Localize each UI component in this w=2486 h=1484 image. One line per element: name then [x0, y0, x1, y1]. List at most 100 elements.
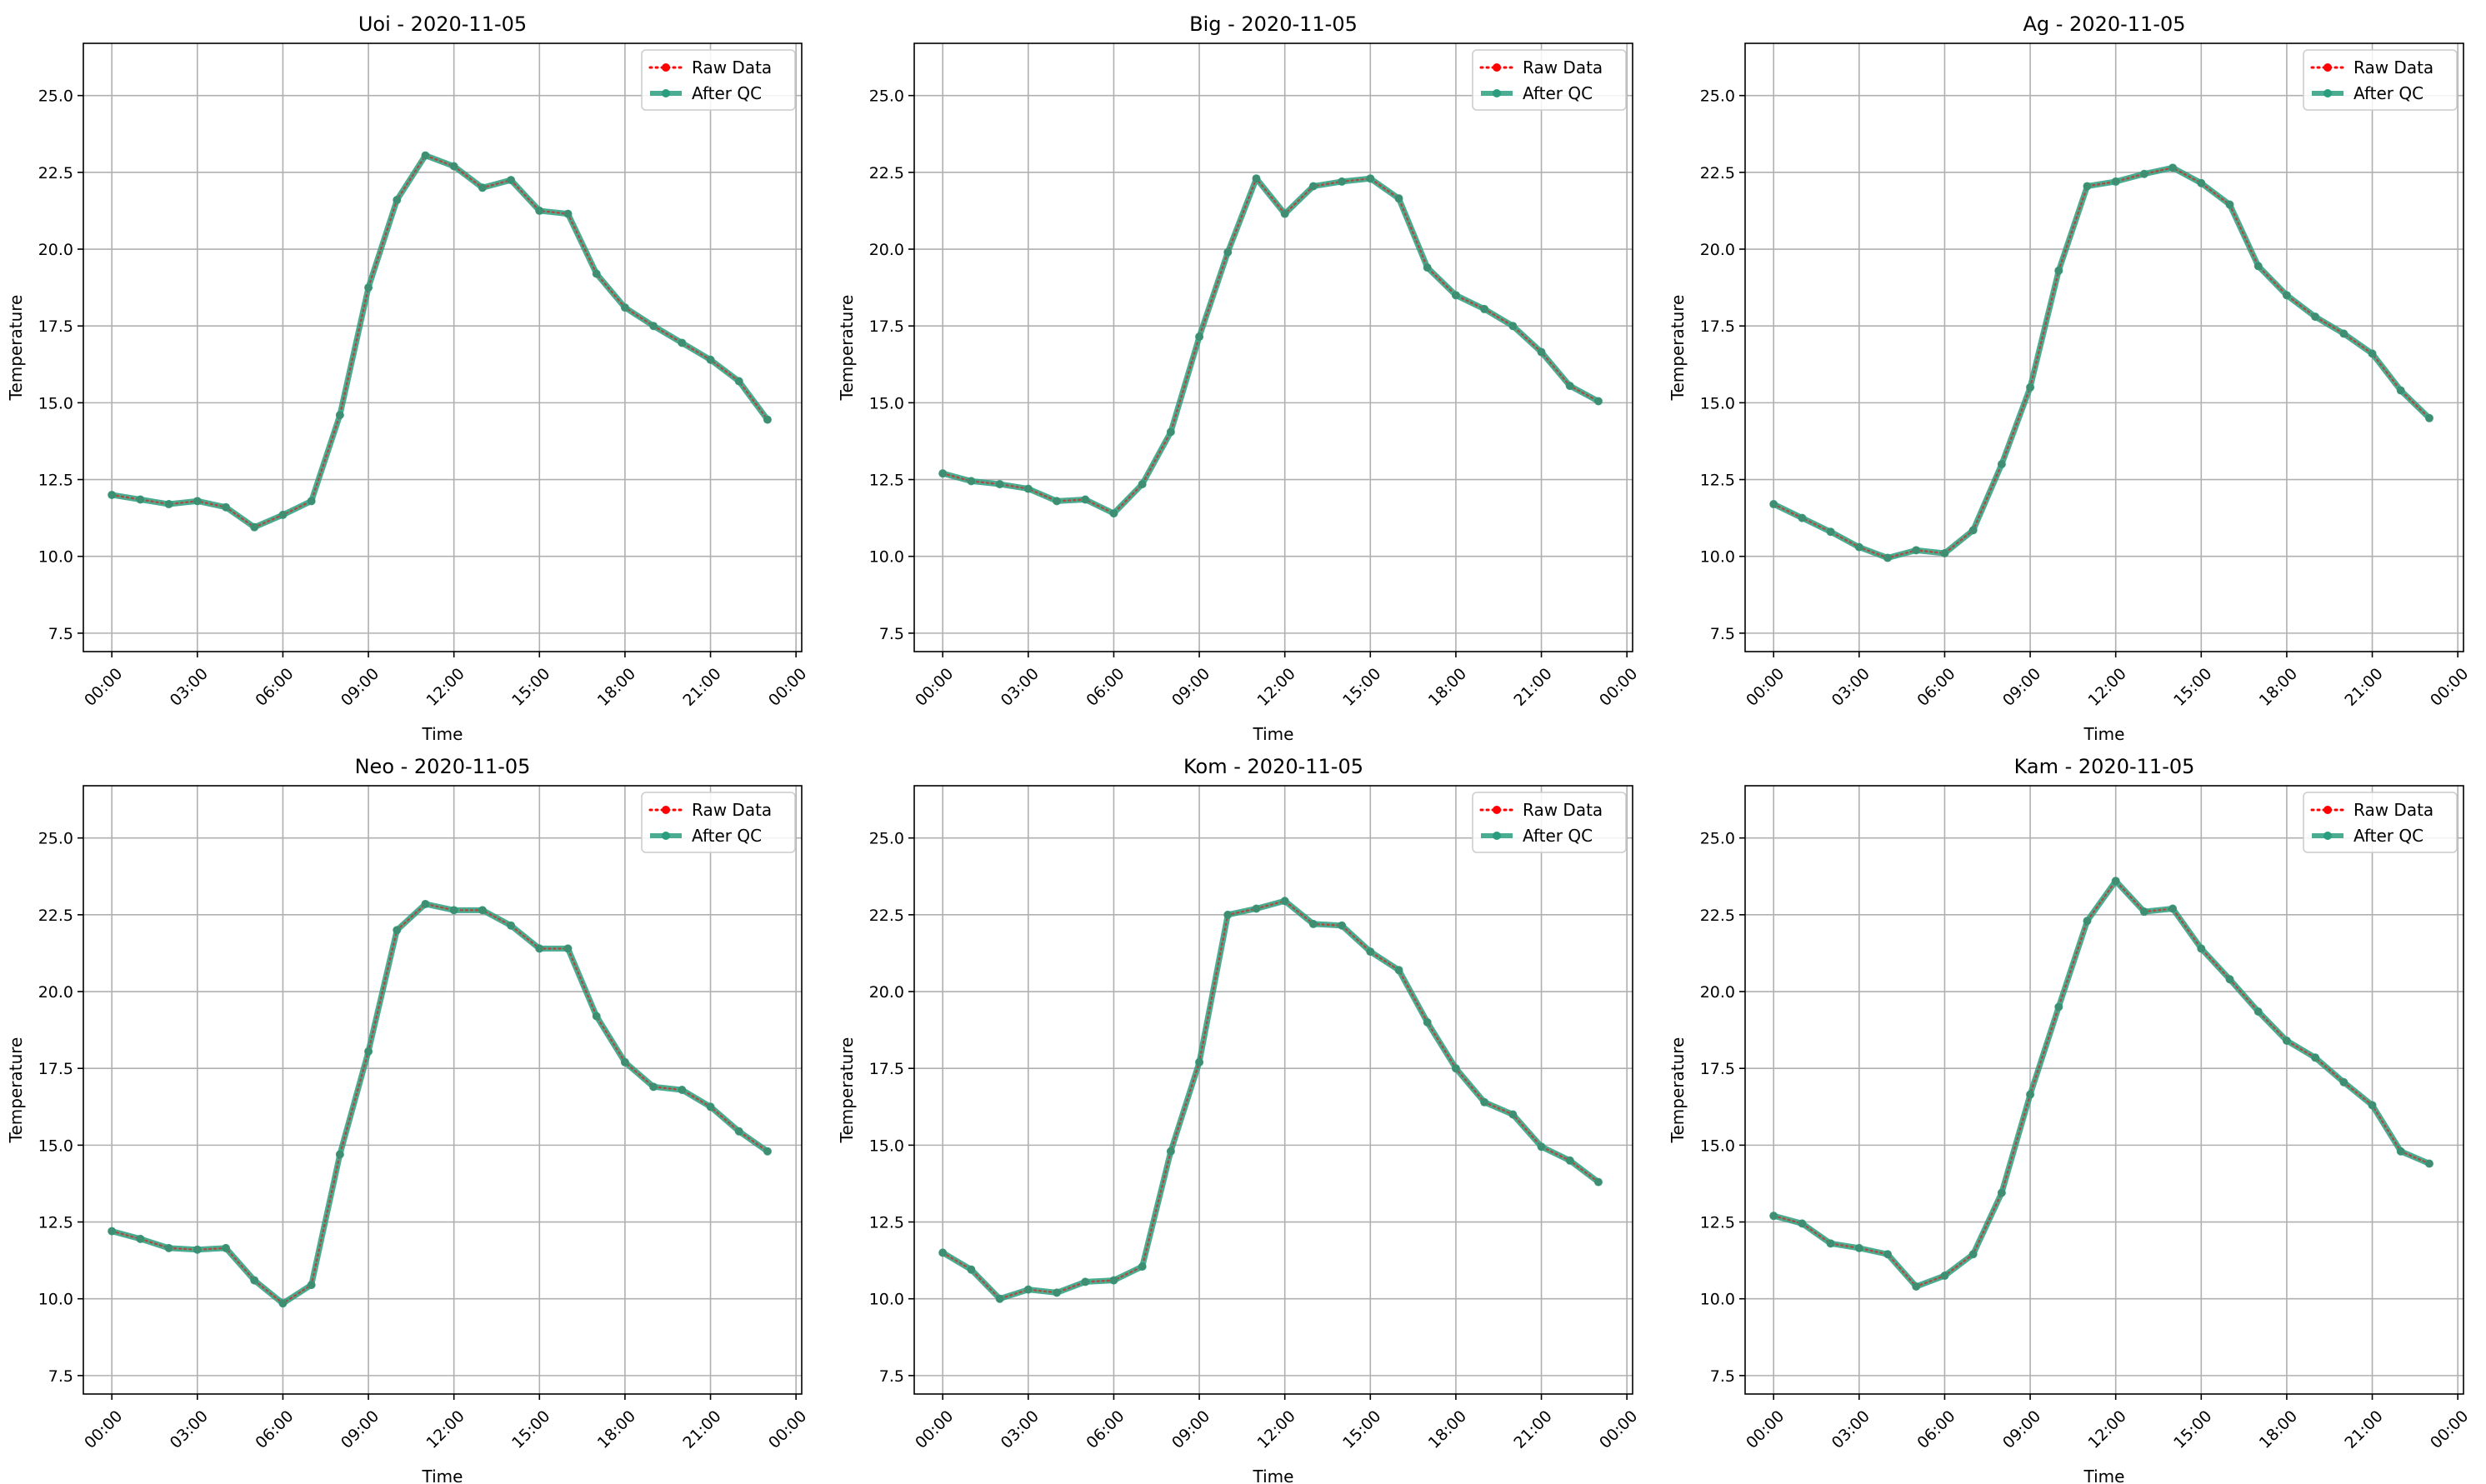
- legend-label-after-qc: After QC: [2353, 83, 2423, 103]
- x-tick-label: 15:00: [2170, 1407, 2215, 1452]
- chart-panel: 7.5 10.0 12.5 15.0 17.5 20.0 22.5 25.0 00:00 03:0…: [1668, 755, 2472, 1484]
- after-qc-point: [1195, 1057, 1204, 1067]
- after-qc-point: [1394, 966, 1403, 975]
- after-qc-point: [393, 196, 402, 205]
- plot-frame: [1744, 42, 2464, 652]
- after-qc-point: [2253, 262, 2263, 271]
- legend-marker-after-qc: [662, 832, 670, 840]
- y-tick-label: 12.5: [38, 472, 73, 490]
- x-tick-label: 00:00: [1596, 1407, 1641, 1452]
- y-tick-label: 17.5: [869, 1060, 904, 1078]
- legend-marker-after-qc: [2323, 89, 2332, 97]
- after-qc-point: [1508, 322, 1518, 331]
- after-qc-point: [535, 206, 544, 215]
- after-qc-point: [1338, 921, 1347, 930]
- x-tick-label: 00:00: [765, 665, 810, 710]
- after-qc-point: [938, 1248, 948, 1257]
- after-qc-point: [278, 1299, 288, 1308]
- x-axis-label: Time: [2083, 724, 2125, 744]
- after-qc-point: [2311, 312, 2320, 322]
- series-line-after-qc: [108, 152, 771, 531]
- x-tick-label: 09:00: [1168, 1407, 1213, 1452]
- x-tick-label: 15:00: [1339, 1407, 1384, 1452]
- x-tick-label: 00:00: [1743, 665, 1788, 710]
- after-qc-point: [995, 480, 1004, 489]
- y-tick-label: 20.0: [869, 241, 904, 259]
- after-qc-point: [2139, 169, 2148, 178]
- x-tick-label: 12:00: [423, 1407, 468, 1452]
- after-qc-point: [1423, 1017, 1432, 1027]
- after-qc-point: [1940, 549, 1949, 558]
- x-tick-label: 12:00: [2085, 1407, 2130, 1452]
- after-qc-point: [1252, 174, 1261, 183]
- after-qc-point: [1053, 497, 1062, 506]
- after-qc-point: [164, 1243, 173, 1252]
- after-qc-point: [2054, 1002, 2063, 1012]
- x-axis-label: Time: [1253, 724, 1294, 744]
- x-tick-label: 18:00: [1425, 665, 1470, 710]
- legend-label-after-qc: After QC: [1523, 826, 1593, 846]
- after-qc-point: [278, 510, 288, 519]
- after-qc-point: [164, 500, 173, 509]
- x-tick-label: 12:00: [2085, 665, 2130, 710]
- x-tick-label: 00:00: [81, 665, 126, 710]
- after-qc-point: [1366, 174, 1375, 183]
- after-qc-point: [2253, 1007, 2263, 1016]
- legend-marker-raw-data: [2323, 806, 2332, 814]
- after-qc-point: [2424, 1159, 2433, 1168]
- after-qc-point: [1081, 495, 1090, 504]
- after-qc-point: [1854, 1243, 1863, 1252]
- x-tick-label: 15:00: [508, 1407, 553, 1452]
- after-qc-point: [1537, 1142, 1546, 1152]
- x-tick-label: 21:00: [1510, 1407, 1555, 1452]
- legend-label-raw-data: Raw Data: [2353, 57, 2433, 77]
- after-qc-point: [678, 338, 687, 347]
- series-line-raw-data: [942, 176, 1600, 515]
- after-qc-point: [1280, 209, 1289, 218]
- after-qc-point: [1826, 1239, 1835, 1248]
- series-line-raw-data: [111, 902, 769, 1305]
- after-qc-point: [1480, 1097, 1489, 1107]
- chart-panel: 7.5 10.0 12.5 15.0 17.5 20.0 22.5 25.0 00:00 03:0…: [837, 12, 1641, 744]
- y-tick-label: 25.0: [869, 830, 904, 848]
- y-tick-label: 15.0: [38, 1137, 73, 1155]
- y-tick-label: 10.0: [1700, 548, 1735, 567]
- after-qc-point: [2083, 182, 2092, 191]
- plot-frame: [913, 785, 1633, 1395]
- after-qc-point: [734, 1127, 743, 1136]
- x-tick-label: 15:00: [2170, 665, 2215, 710]
- after-qc-point: [2396, 386, 2405, 395]
- after-qc-point: [1166, 1147, 1175, 1156]
- x-tick-label: 18:00: [2256, 665, 2301, 710]
- after-qc-point: [2054, 266, 2063, 275]
- x-tick-label: 03:00: [167, 1407, 212, 1452]
- after-qc-point: [1912, 546, 1921, 555]
- after-qc-point: [108, 1227, 117, 1236]
- after-qc-point: [1593, 1177, 1603, 1187]
- after-qc-point: [393, 926, 402, 935]
- after-qc-point: [2368, 349, 2377, 358]
- y-tick-label: 22.5: [1700, 164, 1735, 182]
- legend: Raw Data After QC: [641, 49, 796, 111]
- y-tick-label: 15.0: [869, 394, 904, 412]
- legend-marker-raw-data: [1493, 63, 1501, 72]
- after-qc-point: [1508, 1110, 1518, 1119]
- series-line-after-qc: [939, 897, 1602, 1302]
- after-qc-point: [1883, 1250, 1893, 1259]
- chart-panel: 7.5 10.0 12.5 15.0 17.5 20.0 22.5 25.0 00:00 03:0…: [6, 12, 810, 744]
- after-qc-point: [1826, 527, 1835, 537]
- y-tick-label: 10.0: [869, 1291, 904, 1309]
- x-tick-label: 21:00: [679, 665, 724, 710]
- after-qc-point: [1138, 480, 1147, 489]
- after-qc-point: [1053, 1288, 1062, 1297]
- y-tick-label: 22.5: [1700, 907, 1735, 925]
- legend-marker-raw-data: [1493, 806, 1501, 814]
- y-tick-label: 22.5: [38, 907, 73, 925]
- y-tick-label: 25.0: [1700, 87, 1735, 106]
- y-tick-label: 7.5: [48, 625, 73, 643]
- after-qc-point: [136, 1234, 145, 1243]
- chart-title: Uoi - 2020-11-05: [358, 12, 527, 36]
- y-tick-label: 12.5: [1700, 472, 1735, 490]
- y-axis-label: Temperature: [1668, 1037, 1688, 1144]
- x-tick-label: 18:00: [594, 1407, 639, 1452]
